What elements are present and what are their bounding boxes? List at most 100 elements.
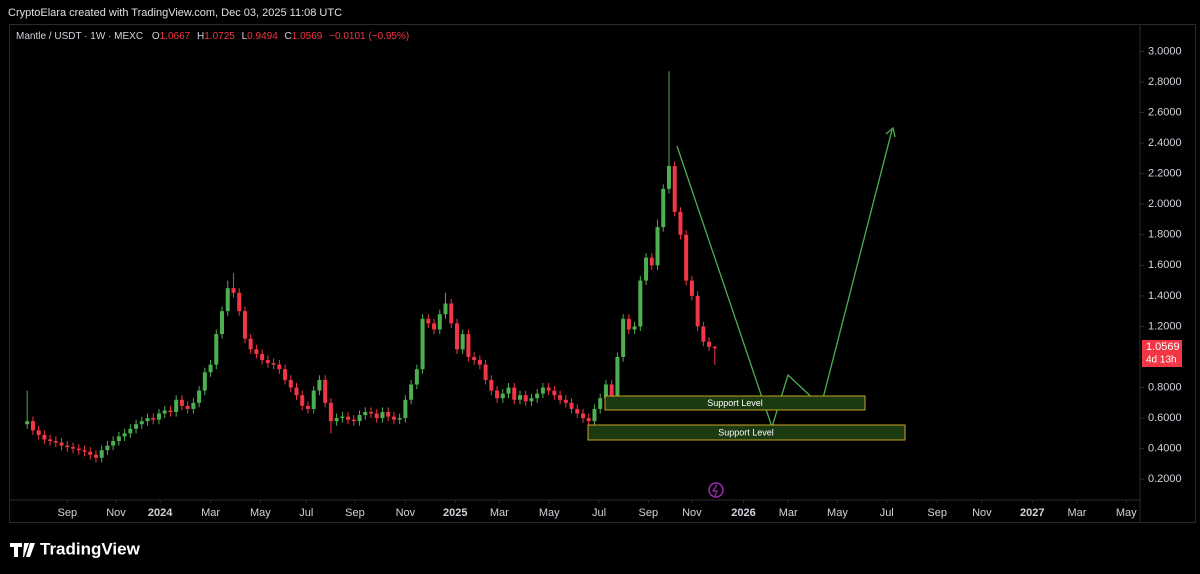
candle-body bbox=[712, 346, 717, 349]
x-tick-label: May bbox=[539, 507, 560, 519]
ohlc-letter: L bbox=[242, 31, 248, 42]
x-tick-label: Sep bbox=[345, 507, 365, 519]
candle-body bbox=[128, 428, 133, 434]
candle-body bbox=[122, 433, 127, 437]
candle-body bbox=[260, 353, 265, 361]
candle-body bbox=[615, 356, 620, 403]
x-tick-label: Nov bbox=[106, 507, 126, 519]
candle-body bbox=[283, 369, 288, 380]
y-tick-label: 0.6000 bbox=[1148, 412, 1182, 424]
x-tick-label: 2027 bbox=[1020, 507, 1044, 519]
candle-body bbox=[689, 280, 694, 296]
candle-body bbox=[116, 436, 121, 442]
y-tick-label: 0.2000 bbox=[1148, 473, 1182, 485]
x-tick-label: Mar bbox=[201, 507, 220, 519]
candle-body bbox=[603, 384, 608, 399]
y-tick-label: 1.8000 bbox=[1148, 229, 1182, 241]
event-icon[interactable] bbox=[708, 482, 724, 498]
y-tick-label: 3.0000 bbox=[1148, 45, 1182, 57]
candle-body bbox=[237, 292, 242, 312]
ohlc-letter: C bbox=[285, 31, 292, 42]
plot: 0.20000.40000.60000.80001.00001.20001.40… bbox=[25, 45, 1182, 519]
y-tick-label: 0.4000 bbox=[1148, 443, 1182, 455]
candle-body bbox=[661, 188, 666, 228]
candle-body bbox=[598, 398, 603, 409]
candle-body bbox=[134, 424, 139, 429]
candle-body bbox=[346, 416, 351, 420]
y-tick-label: 0.8000 bbox=[1148, 381, 1182, 393]
y-tick-label: 1.4000 bbox=[1148, 290, 1182, 302]
candle-body bbox=[695, 295, 700, 327]
ohlc-value: 1.0569 bbox=[292, 31, 323, 42]
candle-body bbox=[414, 369, 419, 385]
candle-body bbox=[420, 318, 425, 370]
candle-body bbox=[449, 303, 454, 324]
candle-body bbox=[649, 257, 654, 266]
candle-body bbox=[231, 288, 236, 293]
candle-body bbox=[99, 450, 104, 458]
x-tick-label: Mar bbox=[779, 507, 798, 519]
candle-body bbox=[558, 395, 563, 400]
candle-body bbox=[540, 387, 545, 394]
candle-body bbox=[655, 227, 660, 266]
support-box bbox=[604, 395, 866, 411]
candle-body bbox=[535, 393, 540, 399]
candle-body bbox=[403, 399, 408, 419]
candle-body bbox=[317, 379, 322, 391]
candle-body bbox=[523, 395, 528, 402]
candle-body bbox=[277, 364, 282, 370]
candle-body bbox=[626, 318, 631, 330]
credit: CryptoElara created with TradingView.com… bbox=[8, 7, 342, 19]
candle-body bbox=[701, 326, 706, 342]
ohlc-value: 1.0667 bbox=[160, 31, 191, 42]
candle-body bbox=[179, 399, 184, 406]
candle-body bbox=[248, 338, 253, 350]
candle-body bbox=[197, 390, 202, 403]
candle-body bbox=[512, 387, 517, 400]
candle-body bbox=[111, 441, 116, 446]
candle-body bbox=[621, 318, 626, 357]
candle-body bbox=[202, 372, 207, 391]
candle-body bbox=[220, 311, 225, 335]
event-icon-bolt bbox=[711, 484, 718, 497]
candle-body bbox=[53, 441, 58, 443]
candle-body bbox=[552, 390, 557, 396]
candle-body bbox=[678, 211, 683, 235]
candle-body bbox=[48, 439, 53, 442]
candle-body bbox=[328, 402, 333, 422]
candle-body bbox=[305, 405, 310, 409]
candle-body bbox=[517, 395, 522, 400]
candle-body bbox=[139, 421, 144, 425]
y-tick-label: 1.2000 bbox=[1148, 320, 1182, 332]
candle-body bbox=[437, 314, 442, 330]
candle-body bbox=[288, 379, 293, 388]
x-tick-label: Nov bbox=[972, 507, 992, 519]
candle-body bbox=[426, 318, 431, 324]
candle-body bbox=[432, 323, 437, 330]
candle-body bbox=[82, 450, 87, 452]
candle-body bbox=[151, 418, 156, 420]
y-tick-label: 1.6000 bbox=[1148, 259, 1182, 271]
y-tick-label: 2.4000 bbox=[1148, 137, 1182, 149]
candle-body bbox=[483, 364, 488, 380]
candle-body bbox=[386, 411, 391, 417]
support-box bbox=[587, 424, 906, 441]
candle-body bbox=[357, 415, 362, 422]
y-tick-label: 2.2000 bbox=[1148, 168, 1182, 180]
x-tick-label: Nov bbox=[682, 507, 702, 519]
candle-body bbox=[168, 410, 173, 412]
candle-body bbox=[500, 393, 505, 399]
candle-body bbox=[638, 280, 643, 327]
symbol-title: Mantle / USDT · 1W · MEXC bbox=[16, 31, 143, 42]
ohlc-letter: H bbox=[197, 31, 204, 42]
candle-body bbox=[174, 399, 179, 412]
candle-body bbox=[454, 323, 459, 350]
candle-body bbox=[271, 363, 276, 365]
candle-body bbox=[363, 411, 368, 416]
candle-body bbox=[644, 257, 649, 281]
x-tick-label: May bbox=[1116, 507, 1137, 519]
candle-body bbox=[472, 356, 477, 361]
candle-body bbox=[294, 387, 299, 396]
candle-body bbox=[25, 421, 30, 425]
